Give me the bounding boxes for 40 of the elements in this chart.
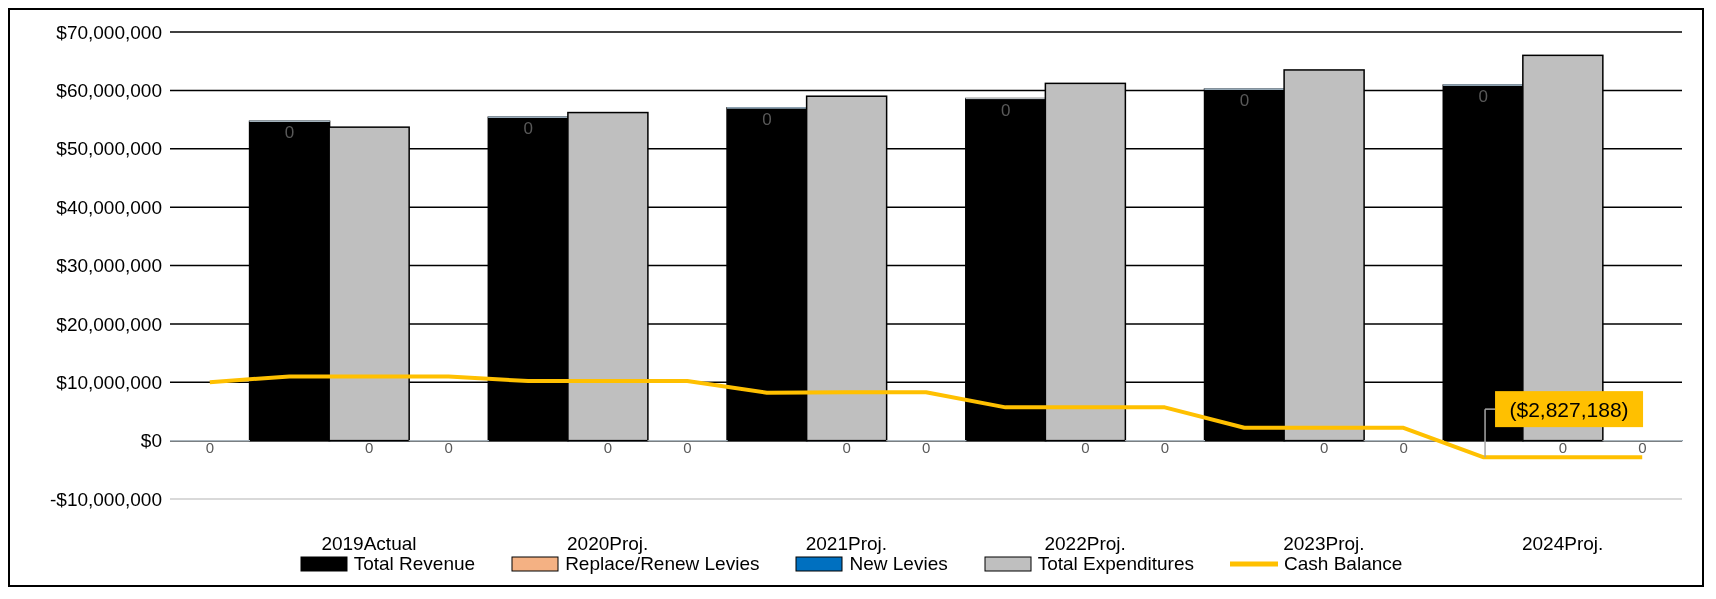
- data-label: 0: [1638, 438, 1647, 456]
- y-tick-label: $20,000,000: [56, 313, 162, 335]
- x-tick-label: 2023Proj.: [1283, 533, 1365, 555]
- y-tick-label: $0: [140, 430, 162, 452]
- data-label: ($2,827,188): [1509, 397, 1629, 421]
- data-label: 0: [603, 438, 613, 456]
- x-tick-label: 2022Proj.: [1044, 533, 1126, 555]
- y-tick-label: $10,000,000: [56, 371, 162, 393]
- legend-label: Replace/Renew Levies: [565, 553, 760, 575]
- y-tick-label: $40,000,000: [56, 196, 162, 218]
- data-label: 0: [284, 123, 295, 143]
- data-label: 0: [1001, 100, 1011, 120]
- legend-label: Cash Balance: [1284, 553, 1403, 575]
- y-tick-label: -$10,000,000: [50, 488, 162, 510]
- data-label: 0: [523, 119, 534, 139]
- data-label: 0: [762, 109, 772, 129]
- data-label: 0: [683, 438, 692, 456]
- data-label: 0: [1558, 438, 1568, 456]
- y-tick-label: $60,000,000: [56, 80, 162, 102]
- legend-label: New Levies: [849, 553, 948, 575]
- x-tick-label: 2024Proj.: [1521, 533, 1604, 555]
- data-label: 0: [205, 438, 215, 456]
- legend-label: Total Expenditures: [1037, 553, 1195, 575]
- x-tick-label: 2019Actual: [321, 533, 417, 555]
- data-label: 0: [1478, 87, 1488, 107]
- data-label: 0: [922, 438, 931, 456]
- data-label: 0: [444, 438, 453, 456]
- y-tick-label: $50,000,000: [56, 138, 162, 160]
- x-tick-label: 2021Proj.: [805, 533, 888, 555]
- data-label: 0: [842, 438, 851, 456]
- data-label: 0: [364, 438, 374, 456]
- data-label: 0: [1239, 91, 1250, 111]
- y-tick-label: $30,000,000: [56, 255, 162, 277]
- y-tick-label: $70,000,000: [56, 21, 162, 43]
- data-label: 0: [1160, 438, 1170, 456]
- data-label: 0: [1319, 438, 1329, 456]
- data-label: 0: [1399, 438, 1408, 456]
- legend-label: Total Revenue: [353, 553, 476, 575]
- data-label: 0: [1081, 438, 1090, 456]
- x-tick-label: 2020Proj.: [567, 533, 649, 555]
